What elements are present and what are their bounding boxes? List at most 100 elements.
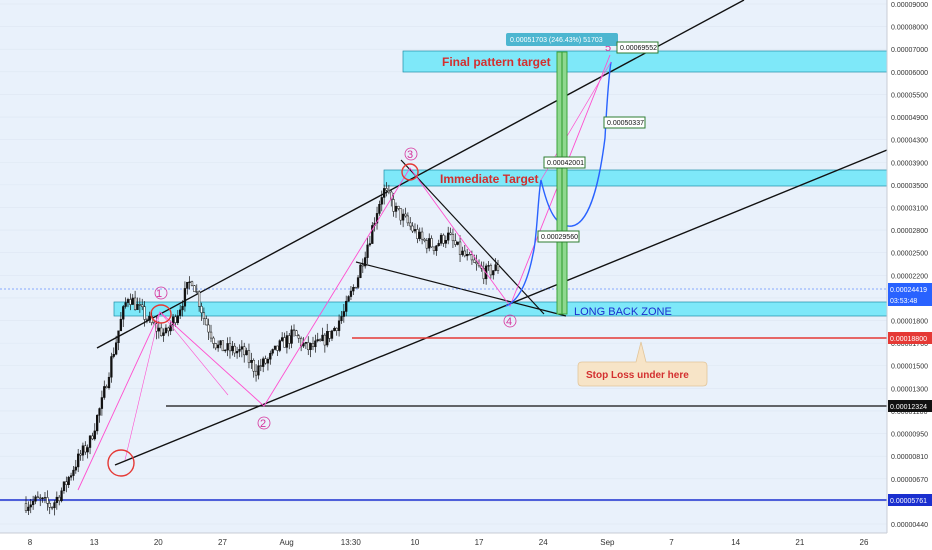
candle-body bbox=[437, 243, 440, 247]
candle-body bbox=[337, 320, 341, 331]
candle-body bbox=[148, 315, 151, 321]
candle-body bbox=[262, 358, 265, 367]
candle-body bbox=[397, 205, 400, 209]
candle-body bbox=[212, 337, 215, 344]
y-tick-label: 0.00008000 bbox=[891, 25, 928, 32]
candle-body bbox=[432, 246, 436, 252]
candle-body bbox=[356, 277, 360, 288]
candle-body bbox=[475, 262, 478, 265]
price-tag bbox=[888, 400, 932, 412]
candle-body bbox=[119, 318, 123, 332]
stop-loss-label: Stop Loss under here bbox=[586, 370, 689, 381]
candle-body bbox=[190, 281, 194, 286]
candle-body bbox=[224, 349, 227, 352]
y-tick-label: 0.00004300 bbox=[891, 138, 928, 145]
wave-mark-2-ring bbox=[257, 416, 271, 430]
candle-body bbox=[428, 238, 431, 249]
candle-body bbox=[278, 340, 281, 351]
candle-body bbox=[29, 504, 32, 508]
candle-body bbox=[55, 496, 58, 503]
candle-body bbox=[245, 350, 248, 356]
candle-body bbox=[145, 319, 149, 321]
candle-body bbox=[136, 304, 139, 310]
annotation-labels: 0.00051703 (246.43%) 51703 0.00069552 0.… bbox=[440, 33, 708, 387]
long-back-zone bbox=[113, 301, 888, 317]
candle-body bbox=[46, 497, 49, 504]
candle-body bbox=[297, 335, 300, 339]
candle-body bbox=[466, 253, 469, 257]
candle-body bbox=[183, 288, 187, 307]
x-tick-label: Sep bbox=[600, 538, 615, 547]
x-tick-label: 13:30 bbox=[341, 538, 362, 547]
candle-body bbox=[380, 197, 383, 205]
price-tag bbox=[888, 332, 932, 344]
candle-body bbox=[273, 345, 277, 350]
candle-body bbox=[323, 334, 327, 346]
y-tick-label: 0.00002800 bbox=[891, 228, 928, 235]
candle-body bbox=[79, 453, 82, 456]
candle-body bbox=[473, 259, 476, 263]
candle-body bbox=[81, 445, 85, 456]
wave-mark-1: 1 bbox=[156, 288, 162, 300]
candle-body bbox=[368, 243, 372, 246]
candle-body bbox=[288, 335, 291, 344]
candle-body bbox=[65, 481, 68, 485]
price-tag bbox=[888, 494, 932, 506]
candle-body bbox=[226, 343, 229, 351]
candle-body bbox=[295, 330, 298, 337]
candle-body bbox=[235, 351, 239, 354]
candle-body bbox=[219, 340, 222, 346]
candle-body bbox=[36, 496, 40, 499]
candle-body bbox=[311, 343, 315, 348]
candle-body bbox=[162, 332, 165, 336]
x-tick-labels: 8 13 20 27 Aug 13:30 10 17 24 Sep 7 14 21 26 bbox=[28, 538, 869, 547]
candlesticks bbox=[24, 182, 500, 516]
y-tick-label: 0.00001500 bbox=[891, 364, 928, 371]
candle-body bbox=[205, 318, 208, 326]
candle-body bbox=[86, 447, 89, 453]
candle-body bbox=[157, 327, 160, 332]
candle-body bbox=[93, 430, 96, 440]
y-tick-label: 0.00001800 bbox=[891, 319, 928, 326]
y-tick-label: 0.00000810 bbox=[891, 454, 928, 461]
wedge-upper-line bbox=[400, 159, 545, 315]
wave-path bbox=[77, 54, 611, 491]
candle-body bbox=[171, 316, 175, 326]
candle-body bbox=[257, 365, 260, 376]
projection-label-2: 0.00042001 bbox=[547, 160, 584, 167]
candle-body bbox=[387, 189, 391, 193]
projection-label-3: 0.00029560 bbox=[541, 234, 578, 241]
candle-body bbox=[489, 265, 493, 276]
candle-body bbox=[50, 507, 54, 509]
x-tick-label: 14 bbox=[731, 538, 740, 547]
candle-body bbox=[330, 330, 334, 339]
long-back-label: LONG BACK ZONE bbox=[574, 306, 672, 318]
candle-body bbox=[243, 346, 246, 356]
candle-body bbox=[77, 453, 80, 468]
candle-body bbox=[238, 349, 241, 352]
candle-body bbox=[269, 352, 272, 360]
candle-body bbox=[449, 232, 452, 235]
y-tick-label: 0.00009000 bbox=[891, 2, 928, 9]
candle-body bbox=[302, 343, 305, 347]
y-tick-label: 0.00002200 bbox=[891, 273, 928, 280]
x-tick-label: 13 bbox=[90, 538, 99, 547]
candle-body bbox=[228, 343, 232, 352]
y-tick-label: 0.00006000 bbox=[891, 70, 928, 77]
candle-body bbox=[423, 238, 426, 241]
candle-body bbox=[216, 344, 220, 349]
price-tag-label: 0.00005761 bbox=[890, 498, 927, 505]
candle-body bbox=[141, 304, 144, 307]
candle-body bbox=[107, 376, 111, 389]
x-tick-label: 17 bbox=[475, 538, 484, 547]
candle-body bbox=[138, 304, 141, 306]
candle-body bbox=[359, 264, 362, 278]
candle-body bbox=[67, 476, 70, 485]
candle-body bbox=[354, 287, 357, 289]
wave-mark-4: 4 bbox=[506, 316, 512, 328]
candle-body bbox=[112, 354, 115, 357]
candle-body bbox=[487, 265, 490, 267]
candle-body bbox=[392, 199, 395, 212]
candle-body bbox=[347, 296, 350, 302]
candle-body bbox=[292, 329, 296, 331]
